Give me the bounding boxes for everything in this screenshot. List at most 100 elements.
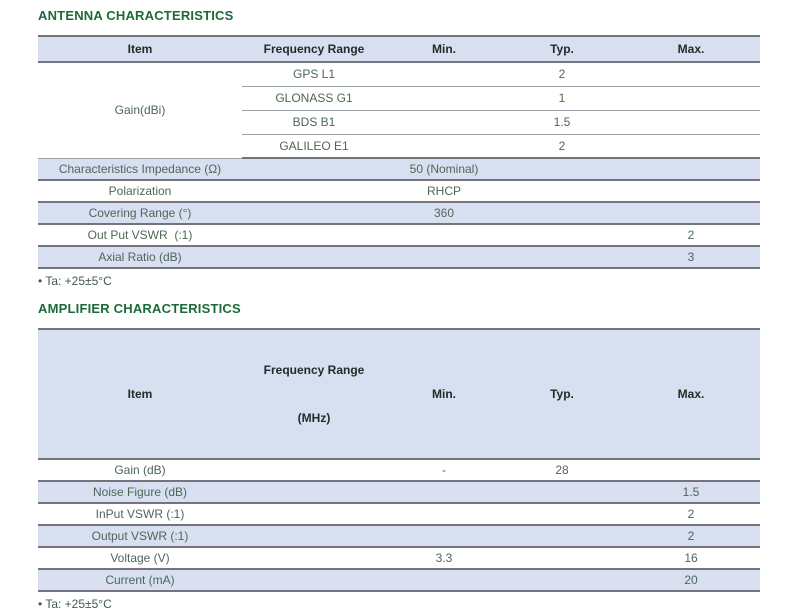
typ-cell: 1 (502, 86, 622, 111)
table-row: Gain (dB) - 28 (38, 459, 760, 482)
amplifier-header-row: Item Frequency Range (MHz) Min. Typ. Max… (38, 329, 760, 460)
min-cell (386, 246, 502, 269)
header-cell-min: Min. (386, 329, 502, 460)
antenna-table: Item Frequency Range Min. Typ. Max. Gain… (38, 35, 760, 269)
typ-cell (502, 503, 622, 526)
min-cell: - (386, 459, 502, 482)
item-cell: Axial Ratio (dB) (38, 246, 242, 269)
header-cell-frequency-range: Frequency Range (242, 36, 386, 63)
table-row: Output VSWR (:1) 2 (38, 525, 760, 548)
typ-cell (502, 224, 622, 247)
max-cell: 2 (622, 503, 760, 526)
table-row: Characteristics Impedance (Ω) 50 (Nomina… (38, 158, 760, 181)
item-cell: Output VSWR (:1) (38, 525, 242, 548)
item-cell: Noise Figure (dB) (38, 481, 242, 504)
max-cell (622, 110, 760, 135)
table-row: Covering Range (°) 360 (38, 202, 760, 225)
header-cell-max: Max. (622, 329, 760, 460)
header-cell-item: Item (38, 329, 242, 460)
typ-cell (502, 525, 622, 548)
typ-cell: 2 (502, 62, 622, 87)
freq-cell (242, 202, 386, 225)
freq-cell: GLONASS G1 (242, 86, 386, 111)
freq-cell: GPS L1 (242, 62, 386, 87)
freq-cell (242, 569, 386, 592)
max-cell (622, 134, 760, 159)
antenna-note: • Ta: +25±5°C (38, 274, 112, 288)
min-cell: RHCP (386, 180, 502, 203)
table-row: Polarization RHCP (38, 180, 760, 203)
table-row: Noise Figure (dB) 1.5 (38, 481, 760, 504)
typ-cell (502, 180, 622, 203)
max-cell (622, 459, 760, 482)
item-cell: Covering Range (°) (38, 202, 242, 225)
freq-cell (242, 503, 386, 526)
min-cell: 50 (Nominal) (386, 158, 502, 181)
freq-cell: GALILEO E1 (242, 134, 386, 159)
amplifier-note: • Ta: +25±5°C (38, 597, 112, 611)
header-cell-typ: Typ. (502, 36, 622, 63)
typ-cell (502, 246, 622, 269)
item-cell: InPut VSWR (:1) (38, 503, 242, 526)
header-freq-line2: (MHz) (297, 411, 331, 425)
max-cell: 2 (622, 224, 760, 247)
freq-cell: BDS B1 (242, 110, 386, 135)
header-cell-typ: Typ. (502, 329, 622, 460)
max-cell: 20 (622, 569, 760, 592)
max-cell (622, 158, 760, 181)
typ-cell (502, 158, 622, 181)
min-cell (386, 62, 502, 87)
typ-cell (502, 481, 622, 504)
header-cell-frequency-range-mhz: Frequency Range (MHz) (242, 329, 386, 460)
item-cell: Gain (dB) (38, 459, 242, 482)
table-row: Axial Ratio (dB) 3 (38, 246, 760, 269)
item-cell: Voltage (V) (38, 547, 242, 570)
item-cell: Characteristics Impedance (Ω) (38, 158, 242, 181)
max-cell (622, 202, 760, 225)
typ-cell (502, 569, 622, 592)
min-cell (386, 134, 502, 159)
table-row: BDS B1 1.5 (38, 110, 760, 135)
typ-cell: 28 (502, 459, 622, 482)
amplifier-section-title: AMPLIFIER CHARACTERISTICS (38, 301, 241, 316)
freq-cell (242, 547, 386, 570)
freq-cell (242, 481, 386, 504)
freq-cell (242, 246, 386, 269)
min-cell (386, 110, 502, 135)
freq-cell (242, 224, 386, 247)
max-cell: 16 (622, 547, 760, 570)
freq-cell (242, 525, 386, 548)
header-cell-max: Max. (622, 36, 760, 63)
max-cell (622, 180, 760, 203)
amplifier-table: Item Frequency Range (MHz) Min. Typ. Max… (38, 328, 760, 592)
min-cell (386, 481, 502, 504)
gain-label-cell: Gain(dBi) (38, 62, 242, 159)
min-cell (386, 224, 502, 247)
header-cell-item: Item (38, 36, 242, 63)
typ-cell (502, 202, 622, 225)
table-row: InPut VSWR (:1) 2 (38, 503, 760, 526)
header-freq-line1: Frequency Range (263, 363, 365, 377)
header-cell-min: Min. (386, 36, 502, 63)
typ-cell: 1.5 (502, 110, 622, 135)
freq-cell (242, 180, 386, 203)
table-row: Gain(dBi) GPS L1 2 (38, 62, 760, 159)
item-cell: Current (mA) (38, 569, 242, 592)
table-row: Voltage (V) 3.3 16 (38, 547, 760, 570)
max-cell (622, 62, 760, 87)
min-cell (386, 86, 502, 111)
max-cell: 3 (622, 246, 760, 269)
typ-cell (502, 547, 622, 570)
antenna-section-title: ANTENNA CHARACTERISTICS (38, 8, 234, 23)
antenna-header-row: Item Frequency Range Min. Typ. Max. (38, 36, 760, 63)
typ-cell: 2 (502, 134, 622, 159)
table-row: Out Put VSWR (:1) 2 (38, 224, 760, 247)
min-cell (386, 569, 502, 592)
max-cell: 2 (622, 525, 760, 548)
freq-cell (242, 459, 386, 482)
freq-cell (242, 158, 386, 181)
max-cell: 1.5 (622, 481, 760, 504)
min-cell: 360 (386, 202, 502, 225)
table-row: GALILEO E1 2 (38, 134, 760, 159)
